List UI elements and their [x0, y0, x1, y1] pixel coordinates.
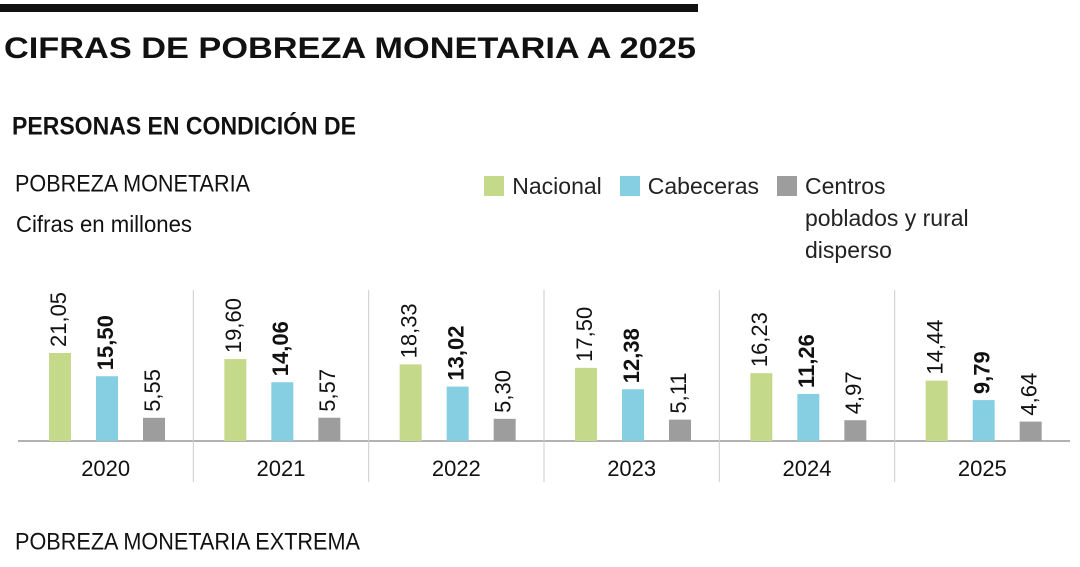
bar — [925, 380, 948, 441]
value-label: 21,05 — [46, 292, 71, 347]
value-label: 17,50 — [572, 307, 597, 362]
legend: Nacional Cabeceras Centros poblados y rura… — [484, 170, 985, 266]
x-tick-label: 2023 — [607, 456, 656, 481]
bar — [49, 353, 71, 441]
legend-item: Cabeceras — [619, 170, 759, 266]
value-label: 5,57 — [315, 369, 340, 412]
x-tick-label: 2021 — [257, 456, 306, 481]
bar — [669, 419, 691, 441]
bar — [1019, 421, 1042, 441]
value-label: 14,44 — [922, 320, 947, 375]
bar — [750, 373, 773, 441]
legend-item: Centros poblados y rural disperso — [777, 170, 985, 266]
legend-swatch — [619, 176, 640, 196]
bar — [844, 420, 867, 441]
bar — [224, 359, 247, 441]
legend-item: Nacional — [484, 170, 602, 266]
bar — [143, 417, 165, 441]
bar — [399, 364, 422, 441]
value-label: 4,64 — [1016, 373, 1041, 416]
value-label: 16,23 — [747, 312, 772, 367]
bar — [318, 417, 341, 441]
legend-swatch — [777, 176, 797, 196]
x-tick-label: 2024 — [783, 456, 832, 481]
legend-label: Cabeceras — [647, 173, 759, 199]
section-title: PERSONAS EN CONDICIÓN DE — [12, 111, 356, 141]
bar — [797, 393, 820, 441]
value-label: 5,30 — [490, 370, 515, 413]
chart-subtitle: Cifras en millones — [16, 211, 192, 237]
value-label: 13,02 — [443, 326, 468, 381]
page-title: CIFRAS DE POBREZA MONETARIA A 2025 — [4, 32, 696, 65]
value-label: 12,38 — [619, 328, 644, 383]
bar — [96, 376, 118, 441]
value-label: 4,97 — [841, 371, 866, 414]
legend-swatch — [484, 176, 505, 196]
value-label: 15,50 — [93, 315, 118, 370]
chart-title: POBREZA MONETARIA — [15, 170, 250, 197]
value-label: 18,33 — [396, 303, 421, 358]
value-label: 11,26 — [794, 334, 819, 388]
x-tick-label: 2020 — [81, 456, 130, 481]
bar — [271, 382, 294, 441]
x-tick-label: 2025 — [958, 456, 1007, 481]
bar — [493, 418, 516, 441]
bar — [622, 389, 644, 441]
bar — [446, 386, 469, 441]
value-label: 9,79 — [969, 351, 994, 394]
x-tick-label: 2022 — [432, 456, 481, 481]
next-section-title: POBREZA MONETARIA EXTREMA — [15, 528, 360, 555]
legend-label: Centros poblados y rural disperso — [805, 173, 969, 263]
value-label: 19,60 — [221, 298, 246, 353]
value-label: 5,11 — [666, 372, 691, 413]
value-label: 14,06 — [268, 321, 293, 376]
legend-label: Nacional — [512, 173, 602, 199]
value-label: 5,55 — [140, 369, 165, 412]
bar — [972, 400, 995, 441]
top-rule — [0, 4, 698, 12]
bar — [575, 367, 597, 441]
